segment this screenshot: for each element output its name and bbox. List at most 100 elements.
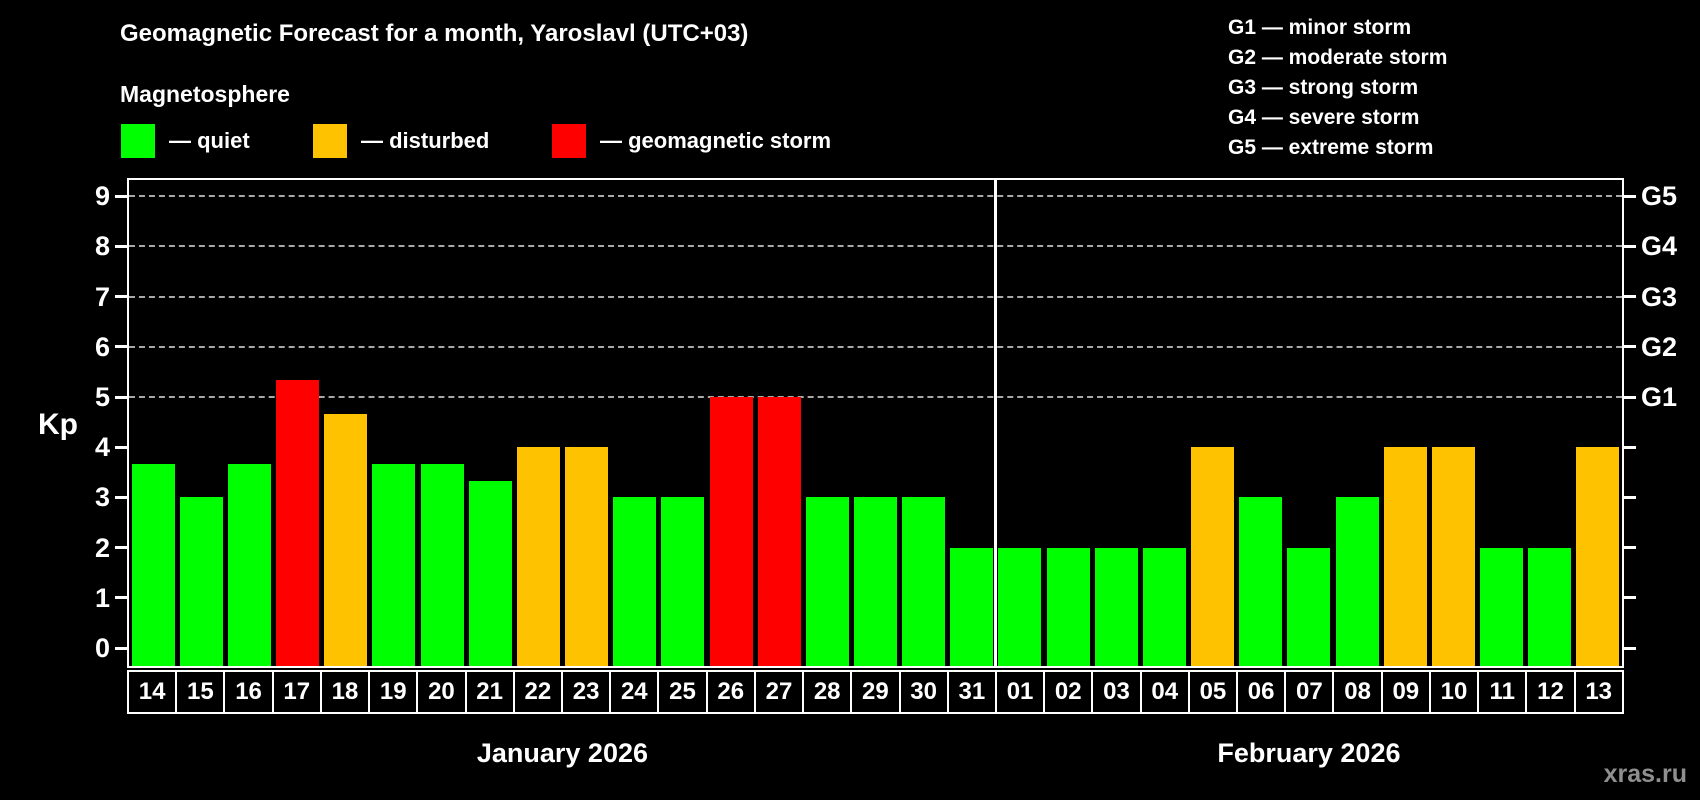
kp-bar-15 (179, 497, 223, 666)
y-tick-label-5: 5 (94, 382, 110, 412)
y-tick-right-7 (1624, 295, 1636, 299)
y-tick-label-9: 9 (94, 181, 110, 212)
y-tick-left-0 (115, 646, 127, 650)
disturbed-color-swatch (313, 124, 347, 158)
y-tick-left-7 (115, 295, 127, 299)
storm-scale-g2: G2 — moderate storm (1228, 46, 1448, 69)
kp-bar-17 (276, 380, 320, 666)
kp-bar-20 (420, 463, 464, 666)
y-tick-left-2 (115, 546, 127, 550)
date-cell-21: 21 (464, 672, 513, 712)
y-tick-right-0 (1624, 646, 1636, 650)
kp-bar-30 (902, 497, 946, 666)
date-cell-23: 23 (560, 672, 609, 712)
kp-bar-24 (613, 497, 657, 666)
date-cell-19: 19 (368, 672, 416, 712)
gridline-kp8 (129, 245, 1622, 248)
y-tick-label-2: 2 (94, 532, 110, 563)
month-label-february: February 2026 (1217, 738, 1401, 768)
legend-label-disturbed: — disturbed (361, 128, 490, 153)
date-cell-08: 08 (1332, 672, 1380, 712)
legend-label-quiet: — quiet (169, 128, 250, 153)
watermark: xras.ru (1603, 760, 1687, 788)
date-cell-07: 07 (1284, 672, 1332, 712)
date-cell-13: 13 (1573, 672, 1622, 712)
legend-label-storm: — geomagnetic storm (600, 128, 832, 153)
kp-bar-21 (468, 480, 512, 666)
storm-scale-g4: G4 — severe storm (1228, 106, 1420, 129)
legend-item-quiet: — quiet (121, 124, 250, 158)
kp-bar-23 (565, 447, 609, 666)
date-cell-27: 27 (753, 672, 802, 712)
date-cell-14: 14 (138, 678, 166, 705)
kp-bar-27 (757, 397, 801, 666)
y-tick-right-1 (1624, 596, 1636, 600)
kp-bar-05 (1191, 447, 1235, 666)
y-tick-left-3 (115, 495, 127, 499)
gridline-kp5 (129, 396, 1622, 398)
date-cell-12: 12 (1525, 672, 1573, 712)
kp-bar-09 (1383, 447, 1427, 666)
month-separator-line (994, 180, 998, 666)
date-cell-29: 29 (850, 672, 898, 712)
kp-bar-22 (516, 447, 560, 666)
kp-bar-18 (324, 413, 368, 666)
g-axis-label-g5: G5 (1641, 181, 1678, 212)
g-axis-label-g3: G3 (1641, 281, 1678, 312)
date-cell-09: 09 (1380, 672, 1429, 712)
y-tick-label-8: 8 (94, 231, 110, 262)
date-cell-06: 06 (1236, 672, 1284, 712)
kp-bar-19 (372, 463, 416, 666)
y-tick-label-1: 1 (94, 582, 110, 613)
quiet-color-swatch (121, 124, 155, 158)
gridline-kp6 (129, 345, 1622, 348)
date-cell-24: 24 (609, 672, 657, 712)
legend-item-disturbed: — disturbed (313, 124, 489, 158)
y-tick-left-4 (115, 445, 127, 449)
date-cell-11: 11 (1477, 672, 1525, 712)
kp-bar-12 (1528, 547, 1572, 666)
date-cell-22: 22 (512, 672, 561, 712)
g-axis-label-g1: G1 (1641, 382, 1678, 412)
kp-bar-28 (805, 497, 849, 666)
date-cell-18: 18 (319, 672, 368, 712)
kp-bar-11 (1480, 547, 1524, 666)
y-tick-right-4 (1624, 445, 1636, 449)
g-axis-label-g2: G2 (1641, 331, 1678, 362)
plot-inner (129, 180, 1622, 666)
y-tick-left-5 (115, 395, 127, 399)
date-cell-25: 25 (657, 672, 705, 712)
kp-bar-31 (950, 547, 994, 666)
kp-bar-13 (1576, 447, 1620, 666)
storm-color-swatch (552, 124, 586, 158)
date-cell-04: 04 (1139, 672, 1188, 712)
y-tick-left-1 (115, 596, 127, 600)
storm-scale-g1: G1 — minor storm (1228, 16, 1412, 39)
date-cell-02: 02 (1043, 672, 1091, 712)
legend-item-storm: — geomagnetic storm (552, 124, 831, 158)
kp-bar-14 (131, 463, 175, 666)
y-tick-right-9 (1624, 194, 1636, 198)
date-cell-28: 28 (802, 672, 850, 712)
y-tick-label-3: 3 (94, 482, 110, 513)
y-tick-right-3 (1624, 495, 1636, 499)
kp-bar-04 (1142, 547, 1186, 666)
date-cell-17: 17 (271, 672, 320, 712)
y-tick-left-9 (115, 194, 127, 198)
month-label-january: January 2026 (476, 738, 648, 768)
y-tick-label-4: 4 (94, 432, 110, 463)
date-cell-16: 16 (223, 672, 271, 712)
kp-bar-03 (1094, 547, 1138, 666)
g-axis-label-g4: G4 (1641, 231, 1678, 262)
y-tick-label-7: 7 (94, 281, 110, 312)
kp-bar-02 (1046, 547, 1090, 666)
storm-scale-g5: G5 — extreme storm (1228, 136, 1434, 159)
y-tick-label-0: 0 (94, 633, 110, 663)
kp-bar-26 (709, 397, 753, 666)
y-tick-right-6 (1624, 345, 1636, 349)
kp-bar-10 (1431, 447, 1475, 666)
kp-bar-07 (1287, 547, 1331, 666)
date-cell-26: 26 (705, 672, 754, 712)
y-tick-right-8 (1624, 244, 1636, 248)
date-axis: 14 15 16 17 18 19 20 21 22 23 24 25 26 27 28 29 30 31 01 02… (127, 670, 1624, 714)
